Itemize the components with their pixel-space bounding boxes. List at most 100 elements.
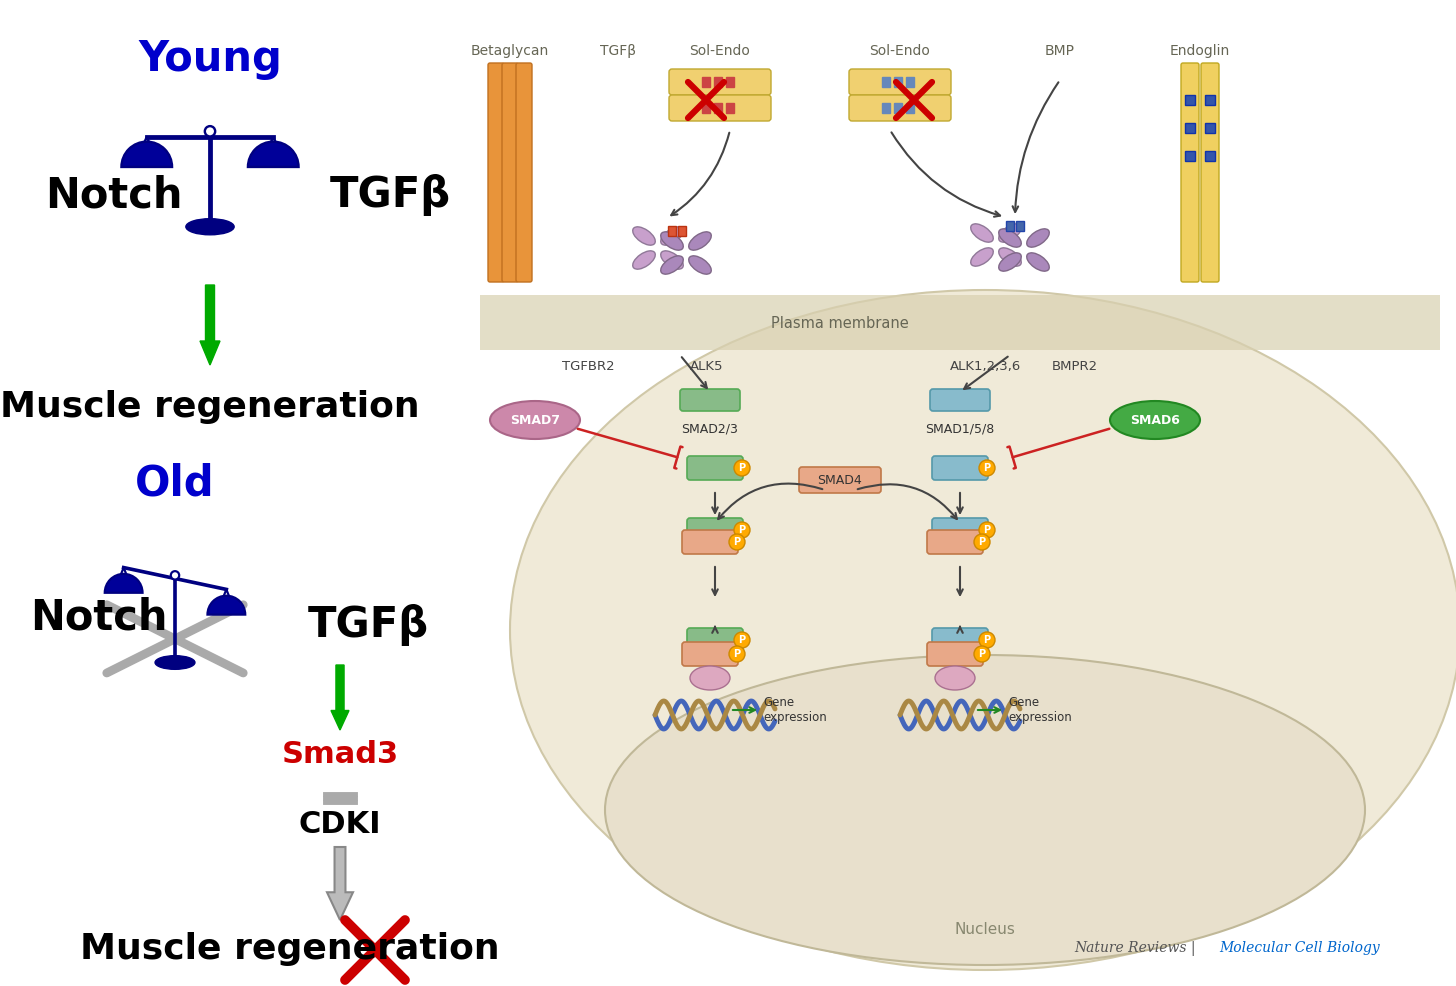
Text: Nucleus: Nucleus (955, 923, 1015, 938)
Text: BMP: BMP (1045, 44, 1075, 58)
FancyBboxPatch shape (927, 530, 983, 554)
Wedge shape (121, 142, 172, 167)
FancyBboxPatch shape (668, 69, 772, 95)
FancyArrow shape (331, 665, 349, 730)
Ellipse shape (510, 290, 1456, 970)
Text: P: P (983, 463, 990, 473)
FancyBboxPatch shape (1206, 151, 1214, 161)
FancyBboxPatch shape (702, 103, 711, 113)
FancyBboxPatch shape (681, 530, 738, 554)
Text: P: P (738, 463, 745, 473)
FancyBboxPatch shape (894, 103, 903, 113)
Ellipse shape (170, 571, 179, 580)
FancyBboxPatch shape (1016, 221, 1024, 231)
FancyBboxPatch shape (894, 77, 903, 87)
Ellipse shape (689, 232, 712, 250)
Text: Sol-Endo: Sol-Endo (690, 44, 750, 58)
Text: Muscle regeneration: Muscle regeneration (80, 932, 499, 966)
FancyBboxPatch shape (668, 226, 676, 236)
FancyBboxPatch shape (480, 295, 1440, 350)
FancyBboxPatch shape (702, 77, 711, 87)
Text: TGFβ: TGFβ (309, 604, 430, 646)
FancyBboxPatch shape (713, 77, 722, 87)
Text: P: P (734, 649, 741, 659)
Text: SMAD2/3: SMAD2/3 (681, 422, 738, 435)
Ellipse shape (999, 252, 1021, 271)
Text: Endoglin: Endoglin (1169, 44, 1230, 58)
FancyBboxPatch shape (681, 642, 738, 666)
Wedge shape (207, 596, 245, 614)
Text: Sol-Endo: Sol-Endo (869, 44, 930, 58)
FancyBboxPatch shape (932, 456, 989, 480)
Ellipse shape (729, 646, 745, 662)
Text: TGFβ: TGFβ (600, 44, 636, 58)
FancyBboxPatch shape (1206, 123, 1214, 133)
FancyBboxPatch shape (687, 518, 743, 542)
FancyArrow shape (199, 285, 220, 365)
Text: Smad3: Smad3 (281, 740, 399, 769)
FancyBboxPatch shape (727, 103, 734, 113)
FancyBboxPatch shape (932, 518, 989, 542)
Ellipse shape (661, 250, 683, 269)
Text: P: P (738, 525, 745, 535)
Ellipse shape (1109, 401, 1200, 439)
Text: SMAD7: SMAD7 (510, 413, 561, 427)
FancyBboxPatch shape (502, 63, 518, 282)
Text: Notch: Notch (45, 174, 182, 216)
Ellipse shape (606, 655, 1366, 965)
FancyBboxPatch shape (927, 642, 983, 666)
Ellipse shape (205, 126, 215, 136)
FancyBboxPatch shape (930, 389, 990, 411)
FancyBboxPatch shape (1185, 123, 1195, 133)
Ellipse shape (689, 255, 712, 274)
Ellipse shape (971, 247, 993, 266)
FancyBboxPatch shape (1185, 95, 1195, 105)
Ellipse shape (690, 666, 729, 690)
FancyBboxPatch shape (713, 103, 722, 113)
Text: TGFBR2: TGFBR2 (562, 360, 614, 373)
Text: Plasma membrane: Plasma membrane (772, 316, 909, 330)
Ellipse shape (734, 460, 750, 476)
Ellipse shape (971, 224, 993, 243)
Ellipse shape (999, 247, 1021, 266)
FancyBboxPatch shape (727, 77, 734, 87)
FancyBboxPatch shape (882, 103, 890, 113)
FancyBboxPatch shape (1006, 221, 1013, 231)
Text: SMAD6: SMAD6 (1130, 413, 1179, 427)
Ellipse shape (661, 255, 683, 274)
Text: P: P (983, 635, 990, 645)
Text: P: P (978, 537, 986, 547)
FancyBboxPatch shape (1206, 95, 1214, 105)
FancyBboxPatch shape (668, 95, 772, 121)
Ellipse shape (491, 401, 579, 439)
Text: SMAD1/5/8: SMAD1/5/8 (926, 422, 994, 435)
Text: P: P (734, 537, 741, 547)
FancyBboxPatch shape (1201, 63, 1219, 282)
FancyBboxPatch shape (687, 456, 743, 480)
Ellipse shape (154, 656, 195, 669)
Text: Old: Old (135, 462, 215, 504)
Text: BMPR2: BMPR2 (1051, 360, 1098, 373)
FancyBboxPatch shape (849, 69, 951, 95)
Text: Notch: Notch (31, 597, 167, 639)
Ellipse shape (734, 522, 750, 538)
FancyBboxPatch shape (849, 95, 951, 121)
Text: SMAD4: SMAD4 (818, 473, 862, 486)
Ellipse shape (1026, 252, 1050, 271)
Text: P: P (978, 649, 986, 659)
Text: Molecular Cell Biology: Molecular Cell Biology (1219, 941, 1380, 955)
Wedge shape (105, 574, 143, 593)
FancyBboxPatch shape (932, 628, 989, 652)
FancyBboxPatch shape (678, 226, 686, 236)
Ellipse shape (999, 229, 1021, 247)
FancyBboxPatch shape (680, 389, 740, 411)
Ellipse shape (186, 219, 234, 235)
FancyBboxPatch shape (1185, 151, 1195, 161)
Ellipse shape (734, 632, 750, 648)
FancyBboxPatch shape (882, 77, 890, 87)
Text: Betaglycan: Betaglycan (470, 44, 549, 58)
Ellipse shape (978, 460, 994, 476)
Ellipse shape (1026, 229, 1050, 247)
Ellipse shape (661, 232, 683, 250)
Ellipse shape (974, 646, 990, 662)
